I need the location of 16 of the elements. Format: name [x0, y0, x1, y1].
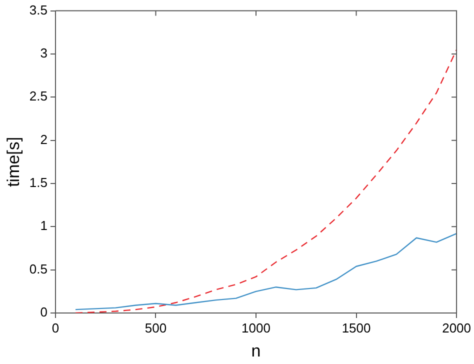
x-axis-title: n [251, 341, 261, 360]
x-tick-label: 0 [52, 320, 60, 336]
y-tick-label: 1 [40, 218, 48, 234]
line-series [74, 49, 457, 313]
y-axis-title: time[s] [4, 136, 23, 187]
y-tick-label: 0 [40, 304, 48, 320]
y-tick-label: 2 [40, 132, 48, 147]
y-tick-label: 1.5 [29, 175, 48, 190]
x-tick-label: 1000 [242, 320, 270, 336]
y-tick-label: 2.5 [29, 88, 48, 104]
x-tick-label: 1500 [342, 320, 371, 336]
y-tick-label: 3.5 [29, 2, 48, 18]
x-tick-label: 2000 [442, 320, 471, 336]
y-tick-label: 3 [40, 46, 48, 61]
y-tick-label: 0.5 [29, 261, 48, 276]
x-tick-label: 500 [144, 320, 167, 336]
